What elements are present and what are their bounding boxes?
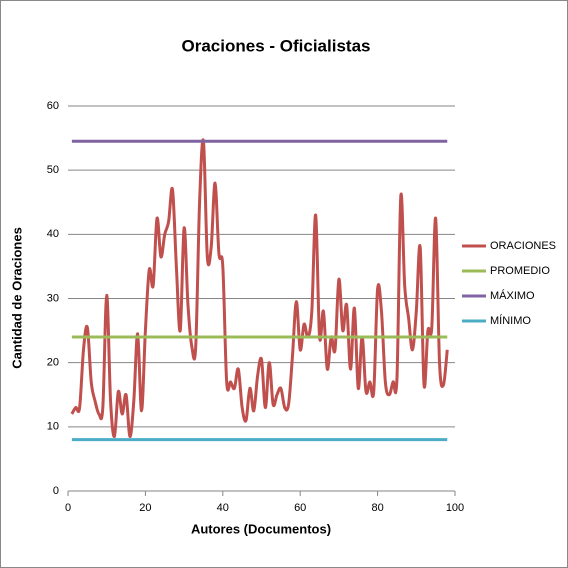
x-tick-label: 80 bbox=[371, 502, 383, 514]
legend-label: MÁXIMO bbox=[490, 289, 535, 302]
legend-label: ORACIONES bbox=[490, 240, 556, 252]
y-tick-label: 30 bbox=[47, 292, 59, 304]
x-tick-label: 60 bbox=[294, 502, 306, 514]
series-line bbox=[70, 138, 449, 438]
legend-label: PROMEDIO bbox=[490, 265, 550, 277]
y-tick-label: 20 bbox=[47, 357, 59, 369]
x-axis-title: Autores (Documentos) bbox=[191, 521, 331, 536]
x-tick-label: 0 bbox=[65, 502, 71, 514]
y-tick-label: 50 bbox=[47, 164, 59, 176]
y-tick-label: 60 bbox=[47, 100, 59, 112]
x-tick-label: 100 bbox=[446, 502, 464, 514]
legend-label: MÍNIMO bbox=[490, 314, 531, 327]
y-axis-title: Cantidad de Oraciones bbox=[9, 227, 24, 369]
chart-title: Oraciones - Oficialistas bbox=[182, 36, 371, 55]
x-tick-label: 40 bbox=[217, 502, 229, 514]
y-tick-label: 10 bbox=[47, 421, 59, 433]
x-tick-label: 20 bbox=[139, 502, 151, 514]
y-tick-label: 0 bbox=[53, 485, 59, 497]
y-tick-label: 40 bbox=[47, 228, 59, 240]
